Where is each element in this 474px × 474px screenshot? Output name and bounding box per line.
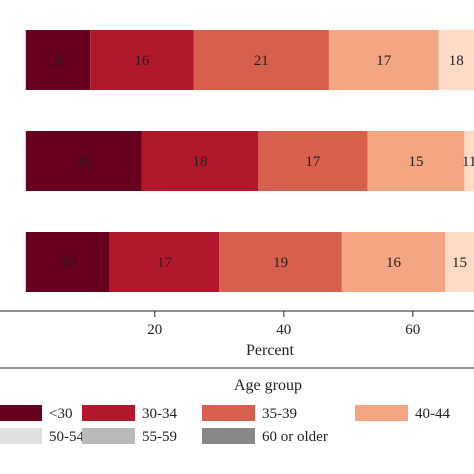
legend-swatch: [82, 428, 135, 444]
legend-label: 50-54: [49, 429, 84, 445]
bar-2-segment-45-49: [464, 131, 474, 191]
x-tick-label: 20: [147, 322, 162, 338]
bar-2-segment-label: 17: [305, 154, 321, 170]
bar-3-segment-label: 17: [157, 255, 173, 271]
bar-3-segment-label: 16: [386, 255, 402, 271]
bar-1-segment-label: 21: [254, 53, 269, 69]
bar-2-segment-label: 15: [409, 154, 424, 170]
legend-swatch: [355, 405, 408, 421]
x-axis: 20406080: [0, 310, 474, 338]
bar-3-segment-label: 13: [60, 255, 75, 271]
bar-3-segment-label: 19: [273, 255, 288, 271]
legend: <30 30-34 35-39 40-44 50-54 55-59 60 or older: [0, 405, 450, 445]
bar-3-segment--30: [25, 232, 110, 292]
bar-3-segment-30-34: [109, 232, 220, 292]
bar-1-segment-35-39: [193, 30, 329, 90]
bar-2-segment-40-44: [367, 131, 465, 191]
bar-2-segment--30: [25, 131, 142, 191]
legend-swatch: [202, 428, 255, 444]
legend-label: <30: [49, 406, 72, 422]
bar-1-segment-30-34: [90, 30, 194, 90]
bar-3-segment-40-44: [341, 232, 446, 292]
legend-swatch: [82, 405, 135, 421]
bar-1-segment-45-49: [438, 30, 474, 90]
bar-3-segment-45-49: [445, 232, 474, 292]
legend-swatch: [0, 405, 42, 421]
bar-2-segment-35-39: [258, 131, 368, 191]
bar-3-segment-label: 15: [452, 255, 467, 271]
legend-swatch: [202, 405, 255, 421]
legend-label: 35-39: [262, 406, 297, 422]
legend-label: 30-34: [142, 406, 177, 422]
bar-2-segment-label: 18: [76, 154, 91, 170]
x-tick-label: 40: [276, 322, 291, 338]
bar-1-segment-label: 0: [54, 53, 62, 69]
legend-swatch: [0, 428, 42, 444]
bar-2-segment-label: 18: [192, 154, 207, 170]
legend-label: 60 or older: [262, 429, 328, 445]
bar-1-segment-40-44: [328, 30, 439, 90]
legend-title: Age group: [234, 377, 302, 394]
legend-label: 40-44: [415, 406, 450, 422]
bar-1-segment--30: [25, 30, 91, 90]
bars-layer: 0 16 21 17 18 18 18 17 15 11 13 17 19 16 15: [25, 30, 474, 292]
bar-1-segment-label: 17: [376, 53, 392, 69]
x-axis-title: Percent: [246, 342, 295, 359]
x-tick-label: 60: [405, 322, 420, 338]
bar-2-segment-30-34: [141, 131, 258, 191]
bar-3-segment-35-39: [219, 232, 342, 292]
bar-2-segment-label: 11: [462, 154, 474, 170]
bar-1-segment-label: 18: [449, 53, 464, 69]
legend-label: 55-59: [142, 429, 177, 445]
bar-1-segment-label: 16: [134, 53, 150, 69]
